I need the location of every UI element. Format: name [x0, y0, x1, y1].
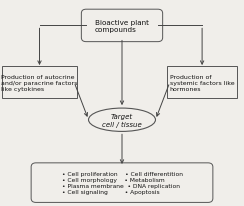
FancyBboxPatch shape — [81, 10, 163, 42]
Text: • Cell proliferation    • Cell differentition
• Cell morphology    • Metabolism
: • Cell proliferation • Cell differentiti… — [61, 171, 183, 194]
FancyBboxPatch shape — [31, 163, 213, 202]
Text: Target
cell / tissue: Target cell / tissue — [102, 113, 142, 127]
Text: Production of
systemic factors like
hormones: Production of systemic factors like horm… — [170, 74, 234, 91]
Text: Production of autocrine
and/or paracrine factors
like cytokines: Production of autocrine and/or paracrine… — [1, 74, 78, 91]
Ellipse shape — [89, 109, 155, 132]
FancyBboxPatch shape — [2, 67, 77, 99]
FancyBboxPatch shape — [167, 67, 237, 99]
Text: Bioactive plant
compounds: Bioactive plant compounds — [95, 20, 149, 33]
